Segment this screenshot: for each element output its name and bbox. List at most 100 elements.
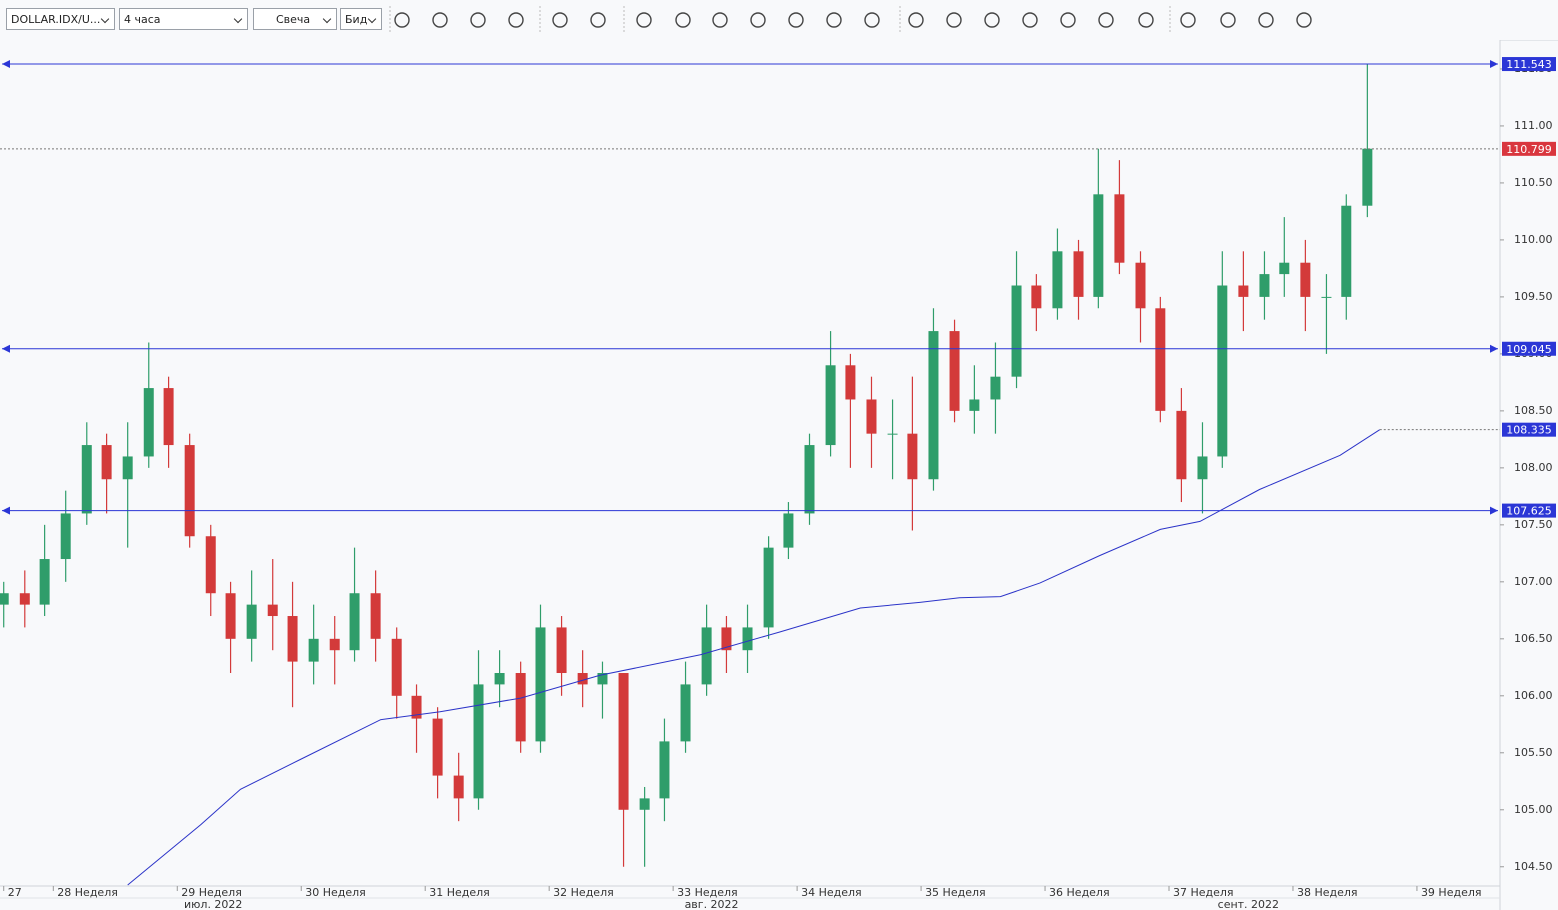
candle-body xyxy=(329,638,340,651)
x-tick-label: 30 Неделя xyxy=(305,886,366,899)
candle-body xyxy=(1031,285,1042,309)
candle-body xyxy=(432,718,443,776)
y-tick-label: 111.00 xyxy=(1514,119,1553,132)
level-box xyxy=(1502,57,1556,72)
candle-body xyxy=(804,445,815,514)
candle-body xyxy=(1300,262,1311,297)
candle-body xyxy=(783,513,794,548)
x-tick-label: 34 Неделя xyxy=(801,886,862,899)
candle-body xyxy=(721,627,732,651)
candle-body xyxy=(494,673,505,685)
candle-body xyxy=(1073,251,1084,297)
last-price-box xyxy=(1502,141,1556,156)
candle-body xyxy=(639,798,650,810)
x-tick-label: 28 Неделя xyxy=(57,886,118,899)
candle-body xyxy=(1093,194,1104,297)
candle-body xyxy=(19,593,30,605)
x-tick-label: 36 Неделя xyxy=(1049,886,1110,899)
candle-body xyxy=(907,433,918,480)
candle-body xyxy=(287,616,298,662)
candle-body xyxy=(969,399,980,411)
candle-body xyxy=(845,365,856,400)
candle-body xyxy=(535,627,546,742)
candle-body xyxy=(1217,285,1228,457)
x-tick-label: 35 Неделя xyxy=(925,886,986,899)
candle-body xyxy=(411,695,422,719)
plot-area xyxy=(0,40,1500,885)
y-tick-label: 107.50 xyxy=(1514,518,1553,531)
candle-body xyxy=(473,684,484,799)
candle-body xyxy=(597,673,608,685)
candle-body xyxy=(659,741,670,799)
y-tick-label: 107.00 xyxy=(1514,575,1553,588)
month-label: сент. 2022 xyxy=(1218,898,1279,910)
candle-body xyxy=(928,331,939,480)
candle-body xyxy=(1011,285,1022,377)
candle-body xyxy=(267,604,278,617)
candle-body xyxy=(1362,148,1373,206)
y-tick-label: 109.50 xyxy=(1514,290,1553,303)
candle-body xyxy=(949,331,960,411)
x-tick-label: 38 Неделя xyxy=(1297,886,1358,899)
y-tick-label: 106.50 xyxy=(1514,632,1553,645)
candle-body xyxy=(0,593,9,605)
candle-body xyxy=(1279,262,1290,275)
y-tick-label: 110.00 xyxy=(1514,233,1553,246)
symbol-select[interactable]: DOLLAR.IDX/U... xyxy=(6,8,115,30)
candle-body xyxy=(205,536,216,594)
candle-body xyxy=(39,559,50,605)
candle-body xyxy=(1321,296,1332,298)
candle-body xyxy=(225,593,236,639)
candle-body xyxy=(370,593,381,639)
candle-body xyxy=(887,433,898,435)
candle-body xyxy=(184,445,195,537)
y-tick-label: 105.00 xyxy=(1514,803,1553,816)
candle-body xyxy=(143,388,154,457)
candle-body xyxy=(308,638,319,662)
candle-body xyxy=(1259,274,1270,297)
moving-average xyxy=(127,429,1381,886)
candle-body xyxy=(701,627,712,685)
y-tick-label: 106.00 xyxy=(1514,689,1553,702)
candle-body xyxy=(1135,262,1146,309)
x-tick-label: 31 Неделя xyxy=(429,886,490,899)
candle-body xyxy=(515,673,526,742)
timeframe-select[interactable]: 4 часа xyxy=(119,8,248,30)
x-tick-label: 27 xyxy=(8,886,22,899)
y-tick-label: 108.50 xyxy=(1514,404,1553,417)
candle-body xyxy=(246,604,257,639)
candle-body xyxy=(122,456,133,480)
ma-last-label: 108.335 xyxy=(1506,424,1552,437)
last-price-label: 110.799 xyxy=(1506,143,1552,156)
candle-body xyxy=(349,593,360,651)
y-tick-label: 110.50 xyxy=(1514,176,1553,189)
candle-body xyxy=(1176,410,1187,480)
style-select[interactable]: Свеча xyxy=(253,8,337,30)
candle-body xyxy=(618,673,629,810)
candle-body xyxy=(556,627,567,674)
ma-last-box xyxy=(1502,422,1556,437)
candle-body xyxy=(1114,194,1125,263)
level-label: 111.543 xyxy=(1506,58,1552,71)
candle-body xyxy=(1052,251,1063,309)
level-label: 109.045 xyxy=(1506,343,1552,356)
candle-body xyxy=(577,673,588,685)
x-tick-label: 39 Неделя xyxy=(1421,886,1482,899)
candle-body xyxy=(1155,308,1166,411)
x-tick-label: 29 Неделя xyxy=(181,886,242,899)
month-label: авг. 2022 xyxy=(685,898,739,910)
candle-body xyxy=(825,365,836,446)
y-tick-label: 108.00 xyxy=(1514,461,1553,474)
candle-body xyxy=(391,638,402,696)
side-select[interactable]: Бид xyxy=(340,8,382,30)
candle-body xyxy=(742,627,753,651)
candle-body xyxy=(1238,285,1249,297)
candle-body xyxy=(101,445,112,480)
x-tick-label: 37 Неделя xyxy=(1173,886,1234,899)
candle-body xyxy=(866,399,877,434)
candle-body xyxy=(81,445,92,514)
x-tick-label: 32 Неделя xyxy=(553,886,614,899)
level-box xyxy=(1502,503,1556,518)
month-label: июл. 2022 xyxy=(184,898,242,910)
